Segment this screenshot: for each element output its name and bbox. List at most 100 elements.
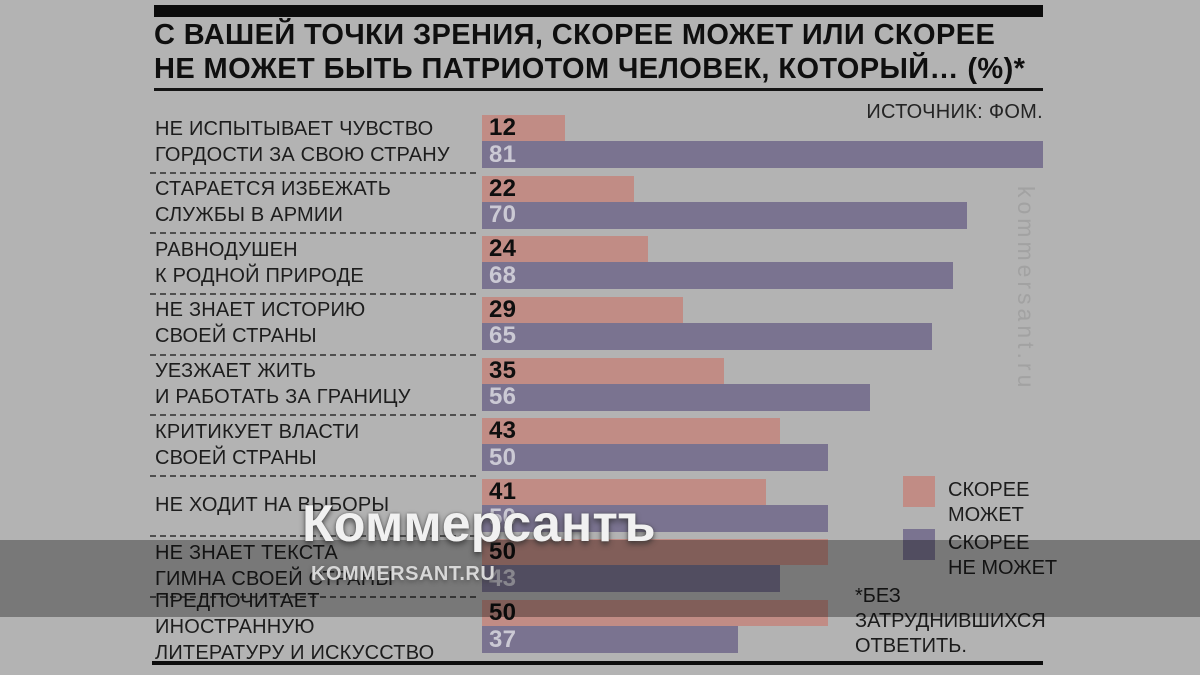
category-label: НЕ ИСПЫТЫВАЕТ ЧУВСТВО ГОРДОСТИ ЗА СВОЮ СТ…	[155, 115, 477, 168]
bar-rather-may-not: 37	[482, 625, 739, 654]
category-label-line: СЛУЖБЫ В АРМИИ	[155, 204, 344, 227]
bar-rather-may: 50	[482, 538, 829, 566]
bar-rather-may-not: 81	[482, 141, 1043, 168]
legend-label-may-line-1: СКОРЕЕ	[948, 479, 1030, 501]
category-label-line: НЕ ЗНАЕТ ТЕКСТА	[155, 541, 338, 564]
footnote-line-2: ЗАТРУДНИВШИХСЯ	[855, 610, 1046, 632]
bar-rather-may-not: 68	[482, 261, 953, 290]
row-separator	[150, 171, 476, 174]
bar-value-may: 22	[489, 174, 517, 202]
row-separator	[150, 414, 476, 417]
legend-swatch-may	[903, 476, 935, 507]
bar-rather-may: 22	[482, 174, 635, 202]
row-separator	[150, 232, 476, 235]
category-label: УЕЗЖАЕТ ЖИТЬ И РАБОТАТЬ ЗА ГРАНИЦУ	[155, 358, 477, 411]
category-label: НЕ ЗНАЕТ ИСТОРИЮ СВОЕЙ СТРАНЫ	[155, 297, 477, 350]
bar-value-may-not: 70	[489, 201, 517, 229]
bar-rather-may-not: 50	[482, 443, 829, 472]
bar-value-may: 41	[489, 477, 517, 505]
bar-rather-may-not: 65	[482, 322, 933, 350]
bar-row: НЕ ЗНАЕТ ИСТОРИЮ СВОЕЙ СТРАНЫ 29 65	[150, 296, 1043, 357]
legend-label-may-not-line-1: СКОРЕЕ	[948, 532, 1030, 554]
category-label-line: ГОРДОСТИ ЗА СВОЮ СТРАНУ	[155, 143, 450, 166]
bar-value-may: 12	[489, 114, 517, 141]
bar-value-may-not: 37	[489, 625, 517, 653]
kommersant-vertical-watermark: kommersant.ru	[1013, 186, 1039, 392]
bar-rather-may: 29	[482, 295, 683, 323]
bar-pair: 29 65	[482, 295, 933, 350]
bar-row: НЕ ЗНАЕТ ТЕКСТА ГИМНА СВОЕЙ СТРАНЫ 50 43	[150, 538, 1043, 599]
row-separator	[150, 535, 476, 538]
legend-label-may-line-2: МОЖЕТ	[948, 504, 1024, 526]
bar-value-may-not: 81	[489, 140, 517, 168]
title-divider	[154, 88, 1043, 91]
bar-pair: 24 68	[482, 235, 953, 290]
row-separator	[150, 292, 476, 295]
category-label-line: ЛИТЕРАТУРУ И ИСКУССТВО	[155, 641, 435, 664]
category-label-line: НЕ ЗНАЕТ ИСТОРИЮ	[155, 299, 366, 322]
bar-value-may: 29	[489, 295, 517, 323]
bar-rather-may: 12	[482, 114, 566, 141]
row-separator	[150, 474, 476, 477]
bar-value-may-not: 43	[489, 564, 517, 592]
bar-value-may-not: 50	[489, 443, 517, 471]
bar-rather-may-not: 70	[482, 201, 967, 229]
chart-title: С ВАШЕЙ ТОЧКИ ЗРЕНИЯ, СКОРЕЕ МОЖЕТ ИЛИ С…	[154, 18, 1054, 86]
bar-value-may-not: 65	[489, 322, 517, 350]
category-label-line: НЕ ХОДИТ НА ВЫБОРЫ	[155, 494, 390, 517]
bar-rather-may-not: 43	[482, 564, 780, 593]
bar-pair: 50 37	[482, 599, 829, 654]
category-label: ПРЕДПОЧИТАЕТ ИНОСТРАННУЮ ЛИТЕРАТУРУ И ИСК…	[155, 590, 477, 664]
category-label-line: УЕЗЖАЕТ ЖИТЬ	[155, 360, 317, 383]
category-label-line: ГИМНА СВОЕЙ СТРАНЫ	[155, 567, 394, 590]
chart-title-line-2: НЕ МОЖЕТ БЫТЬ ПАТРИОТОМ ЧЕЛОВЕК, КОТОРЫЙ…	[154, 53, 1026, 85]
kommersant-wordmark-watermark: Коммерсантъ	[302, 495, 656, 553]
legend-item-may-not: СКОРЕЕ НЕ МОЖЕТ	[903, 529, 1057, 581]
category-label-line: СВОЕЙ СТРАНЫ	[155, 325, 317, 348]
bar-value-may: 35	[489, 356, 517, 384]
category-label-line: ПРЕДПОЧИТАЕТ ИНОСТРАННУЮ	[155, 589, 320, 638]
bar-value-may: 50	[489, 599, 517, 627]
bar-rather-may: 35	[482, 356, 725, 384]
bar-pair: 41 50	[482, 477, 829, 532]
bottom-divider	[152, 661, 1043, 665]
source-label: ИСТОЧНИК: ФОМ.	[866, 101, 1043, 123]
legend-label-may-not-line-2: НЕ МОЖЕТ	[948, 557, 1058, 579]
bar-rather-may: 50	[482, 599, 829, 627]
legend-label-may-not: СКОРЕЕ НЕ МОЖЕТ	[948, 529, 1057, 581]
chart-title-line-1: С ВАШЕЙ ТОЧКИ ЗРЕНИЯ, СКОРЕЕ МОЖЕТ ИЛИ С…	[154, 19, 996, 51]
row-separator	[150, 596, 476, 599]
bar-row: ПРЕДПОЧИТАЕТ ИНОСТРАННУЮ ЛИТЕРАТУРУ И ИСК…	[150, 590, 1043, 664]
bar-rather-may-not: 56	[482, 383, 870, 411]
category-label-line: К РОДНОЙ ПРИРОДЕ	[155, 264, 364, 287]
category-label: РАВНОДУШЕН К РОДНОЙ ПРИРОДЕ	[155, 236, 477, 289]
bar-pair: 12 81	[482, 114, 1043, 168]
bar-row: СТАРАЕТСЯ ИЗБЕЖАТЬ СЛУЖБЫ В АРМИИ 22 70	[150, 175, 1043, 236]
category-label-line: И РАБОТАТЬ ЗА ГРАНИЦУ	[155, 386, 411, 409]
dim-overlay-band	[0, 540, 1200, 617]
category-label-line: РАВНОДУШЕН	[155, 238, 298, 261]
category-label: НЕ ХОДИТ НА ВЫБОРЫ	[155, 479, 477, 532]
bar-value-may-not: 68	[489, 261, 517, 289]
category-label-line: СВОЕЙ СТРАНЫ	[155, 446, 317, 469]
bar-rather-may: 41	[482, 477, 766, 505]
footnote: *БЕЗ ЗАТРУДНИВШИХСЯ ОТВЕТИТЬ.	[855, 584, 1065, 659]
bar-pair: 43 50	[482, 417, 829, 472]
category-label: КРИТИКУЕТ ВЛАСТИ СВОЕЙ СТРАНЫ	[155, 418, 477, 471]
bar-pair: 50 43	[482, 538, 829, 593]
bar-rather-may-not: 50	[482, 504, 829, 532]
bar-value-may-not: 50	[489, 504, 517, 532]
bar-rather-may: 43	[482, 417, 780, 445]
footnote-line-1: *БЕЗ	[855, 585, 901, 607]
row-separator	[150, 353, 476, 356]
bar-value-may: 50	[489, 538, 517, 566]
bar-row: НЕ ХОДИТ НА ВЫБОРЫ 41 50	[150, 478, 1043, 539]
category-label: СТАРАЕТСЯ ИЗБЕЖАТЬ СЛУЖБЫ В АРМИИ	[155, 176, 477, 229]
category-label: НЕ ЗНАЕТ ТЕКСТА ГИМНА СВОЕЙ СТРАНЫ	[155, 539, 477, 592]
bar-value-may: 43	[489, 417, 517, 445]
kommersant-url-watermark: KOMMERSANT.RU	[311, 563, 496, 585]
bar-pair: 35 56	[482, 356, 870, 411]
footnote-line-3: ОТВЕТИТЬ.	[855, 635, 967, 657]
top-accent-bar	[154, 5, 1043, 17]
